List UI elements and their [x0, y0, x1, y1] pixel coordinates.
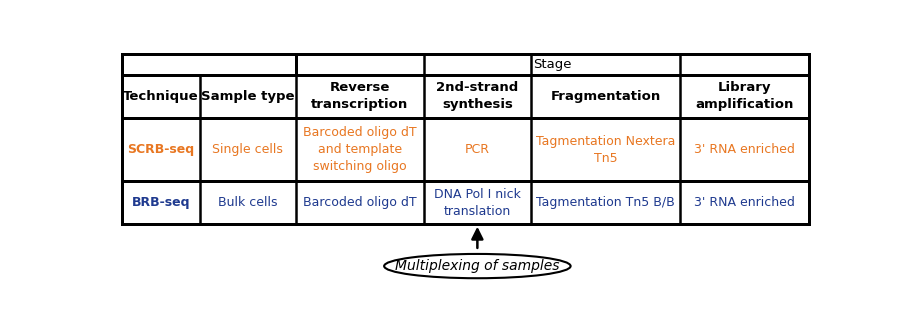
- Text: 2nd-strand
synthesis: 2nd-strand synthesis: [436, 81, 518, 112]
- Text: DNA Pol I nick
translation: DNA Pol I nick translation: [434, 188, 521, 218]
- Text: Reverse
transcription: Reverse transcription: [311, 81, 409, 112]
- Text: SCRB-seq: SCRB-seq: [127, 143, 194, 156]
- Text: Multiplexing of samples: Multiplexing of samples: [395, 259, 559, 273]
- Text: Sample type: Sample type: [201, 90, 294, 103]
- Text: Bulk cells: Bulk cells: [218, 196, 277, 209]
- Text: Library
amplification: Library amplification: [696, 81, 794, 112]
- Text: Tagmentation Nextera
Tn5: Tagmentation Nextera Tn5: [536, 134, 676, 165]
- Text: 3' RNA enriched: 3' RNA enriched: [694, 196, 795, 209]
- Text: Tagmentation Tn5 B/B: Tagmentation Tn5 B/B: [536, 196, 675, 209]
- Text: 3' RNA enriched: 3' RNA enriched: [694, 143, 795, 156]
- Text: PCR: PCR: [465, 143, 490, 156]
- Text: Barcoded oligo dT
and template
switching oligo: Barcoded oligo dT and template switching…: [303, 126, 417, 173]
- Text: Fragmentation: Fragmentation: [550, 90, 661, 103]
- Bar: [296, 54, 809, 75]
- Text: Stage: Stage: [533, 58, 571, 71]
- Text: Single cells: Single cells: [212, 143, 283, 156]
- Bar: [122, 181, 809, 224]
- Text: Barcoded oligo dT: Barcoded oligo dT: [303, 196, 417, 209]
- Bar: [122, 118, 809, 181]
- Text: BRB-seq: BRB-seq: [132, 196, 190, 209]
- Ellipse shape: [384, 254, 570, 278]
- Text: Technique: Technique: [123, 90, 199, 103]
- Bar: [122, 75, 809, 118]
- Bar: [122, 54, 809, 224]
